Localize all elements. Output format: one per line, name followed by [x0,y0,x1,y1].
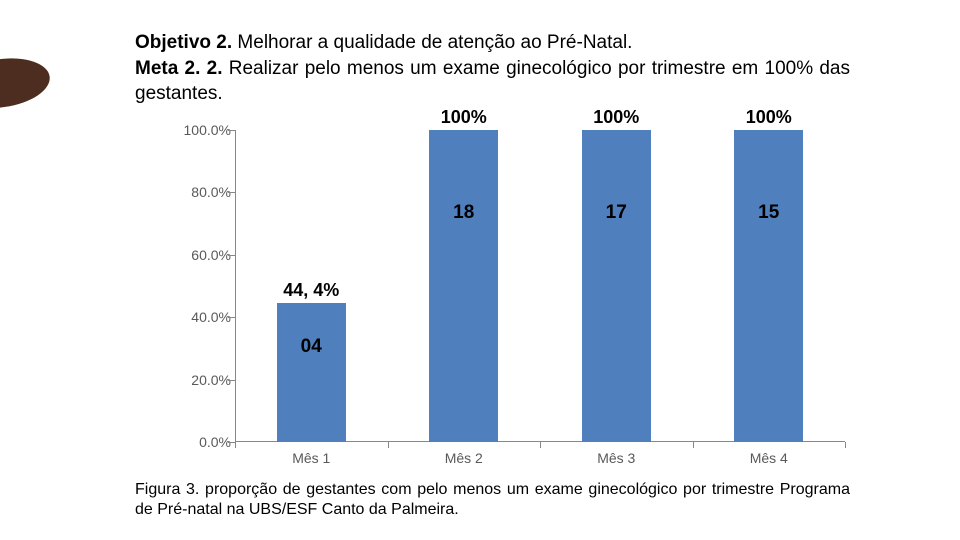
bar-value-label: 100% [593,107,639,128]
figure-caption: Figura 3. proporção de gestantes com pel… [135,480,850,520]
bar-value-label: 100% [746,107,792,128]
y-tick-mark [228,130,235,131]
bar-value-label: 44, 4% [283,280,339,301]
y-tick-label: 0.0% [171,434,231,450]
bar-count-label: 17 [606,202,627,224]
bar-count-label: 15 [758,202,779,224]
bar-value-label: 100% [441,107,487,128]
x-tick-mark [693,442,694,448]
y-tick-label: 20.0% [171,372,231,388]
x-category-label: Mês 3 [597,450,635,466]
y-tick-label: 100.0% [171,122,231,138]
x-tick-mark [388,442,389,448]
y-tick-label: 40.0% [171,309,231,325]
goal-text: Realizar pelo menos um exame ginecológic… [135,58,850,105]
x-category-label: Mês 1 [292,450,330,466]
x-tick-mark [235,442,236,448]
goal-label: Meta 2. 2. [135,58,223,79]
y-tick-mark [228,442,235,443]
y-tick-mark [228,317,235,318]
objective-label: Objetivo 2. [135,32,232,53]
bar-count-label: 18 [453,202,474,224]
bar-count-label: 04 [301,336,322,358]
x-tick-mark [540,442,541,448]
objective-text: Melhorar a qualidade de atenção ao Pré-N… [232,32,632,53]
x-tick-mark [845,442,846,448]
heading-block: Objetivo 2. Melhorar a qualidade de aten… [135,30,850,107]
y-tick-label: 80.0% [171,184,231,200]
y-tick-mark [228,192,235,193]
bar [582,130,651,442]
y-tick-mark [228,380,235,381]
bar [734,130,803,442]
x-category-label: Mês 4 [750,450,788,466]
bar-chart: 0.0% 20.0% 40.0% 60.0% 80.0% 100.0% 44, 4% 04 Mê… [165,122,845,470]
slide: Objetivo 2. Melhorar a qualidade de aten… [0,0,960,540]
bar [277,303,346,442]
y-tick-mark [228,255,235,256]
y-tick-label: 60.0% [171,247,231,263]
leaf-shape [0,53,53,112]
bar [429,130,498,442]
x-category-label: Mês 2 [445,450,483,466]
